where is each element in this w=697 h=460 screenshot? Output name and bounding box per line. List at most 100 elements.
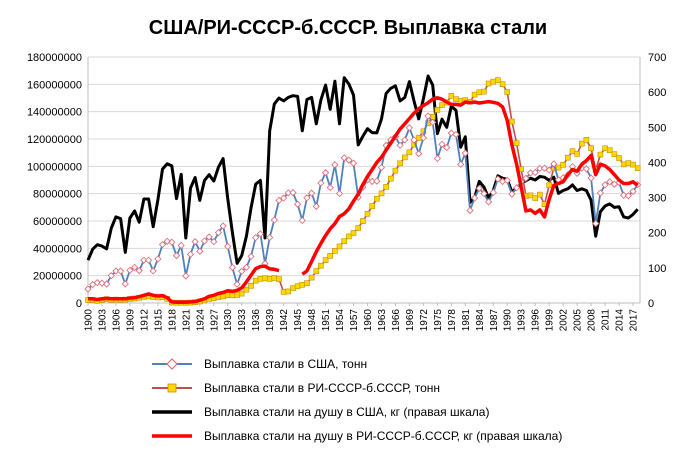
point-ussr-steel xyxy=(448,93,455,99)
x-tick-label: 1900 xyxy=(84,309,95,332)
series-line-ussr-steel xyxy=(88,79,639,304)
series-line-ussr-per-capita xyxy=(88,96,639,305)
point-ussr-steel xyxy=(262,275,268,282)
point-usa-steel xyxy=(522,174,530,182)
point-ussr-steel xyxy=(397,160,403,167)
y-tick-label-right: 300 xyxy=(648,193,666,205)
x-tick-label: 1939 xyxy=(265,309,276,332)
legend-item-ussr-steel: Выплавка стали в РИ-СССР-б.СССР, тонн xyxy=(150,376,690,400)
point-ussr-steel xyxy=(630,161,636,168)
point-ussr-steel xyxy=(597,151,604,158)
series-line-usa-steel xyxy=(87,113,639,290)
series-line-usa-per-capita xyxy=(86,74,639,265)
point-usa-steel xyxy=(480,189,488,198)
point-ussr-steel xyxy=(578,140,585,147)
x-tick-label: 1909 xyxy=(125,309,136,332)
legend: Выплавка стали в США, тонн Выплавка стал… xyxy=(150,352,690,448)
legend-item-ussr-per-capita: Выплавка стали на душу в РИ-СССР-б.СССР,… xyxy=(150,424,690,448)
y-tick-label-left: 0 xyxy=(76,298,82,310)
point-ussr-steel xyxy=(490,78,497,85)
point-usa-steel xyxy=(512,184,521,192)
point-usa-steel xyxy=(289,188,297,197)
y-tick-label-left: 40000000 xyxy=(33,243,82,255)
point-ussr-steel xyxy=(564,154,571,161)
point-usa-steel xyxy=(196,247,204,255)
point-usa-steel xyxy=(475,184,483,192)
point-usa-steel xyxy=(121,280,129,288)
point-usa-steel xyxy=(438,140,446,148)
point-usa-steel xyxy=(340,154,348,162)
legend-label-ussr-steel: Выплавка стали в РИ-СССР-б.СССР, тонн xyxy=(204,381,441,395)
legend-label-ussr-per-capita: Выплавка стали на душу в РИ-СССР-б.СССР,… xyxy=(204,429,563,443)
point-usa-steel xyxy=(321,168,330,177)
point-usa-steel xyxy=(191,238,199,246)
point-usa-steel xyxy=(331,161,339,169)
y-tick-label-left: 180000000 xyxy=(27,52,82,64)
point-usa-steel xyxy=(424,112,432,120)
point-usa-steel xyxy=(457,160,465,168)
point-usa-steel xyxy=(396,141,404,149)
point-usa-steel xyxy=(298,216,306,225)
x-tick-label: 1951 xyxy=(321,309,332,332)
point-usa-steel xyxy=(172,251,181,260)
point-ussr-steel xyxy=(471,91,478,98)
x-tick-label: 1993 xyxy=(517,309,528,332)
x-tick-label: 1903 xyxy=(97,309,108,332)
point-ussr-steel xyxy=(280,289,287,295)
point-ussr-steel xyxy=(332,248,338,254)
y-tick-label-right: 400 xyxy=(648,157,666,169)
point-usa-steel xyxy=(168,238,176,246)
point-usa-steel xyxy=(312,202,320,211)
point-ussr-steel xyxy=(299,281,306,288)
point-ussr-steel xyxy=(574,151,580,157)
point-usa-steel xyxy=(270,216,278,224)
point-usa-steel xyxy=(545,166,553,174)
point-ussr-steel xyxy=(513,140,520,146)
point-ussr-steel xyxy=(238,290,245,297)
point-ussr-steel xyxy=(369,203,376,209)
point-ussr-steel xyxy=(616,155,622,161)
y-tick-label-right: 0 xyxy=(648,298,654,310)
x-tick-label: 1990 xyxy=(503,309,514,332)
point-usa-steel xyxy=(224,242,232,251)
point-usa-steel xyxy=(624,192,632,200)
point-usa-steel xyxy=(275,196,283,204)
y-tick-label-left: 160000000 xyxy=(27,79,82,91)
x-tick-label: 1936 xyxy=(251,309,262,332)
point-usa-steel xyxy=(429,118,437,126)
point-usa-steel xyxy=(158,240,167,249)
point-usa-steel xyxy=(266,233,274,242)
x-tick-label: 1927 xyxy=(209,309,220,332)
y-tick-label-right: 600 xyxy=(648,87,666,99)
x-tick-label: 1930 xyxy=(223,309,234,332)
legend-swatch-usa-per-capita xyxy=(152,410,192,414)
point-usa-steel xyxy=(596,189,605,197)
y-tick-label-left: 80000000 xyxy=(33,189,82,201)
point-ussr-steel xyxy=(439,102,445,108)
legend-swatch-ussr-per-capita xyxy=(152,434,192,438)
point-usa-steel xyxy=(200,237,209,245)
point-usa-steel xyxy=(205,233,213,241)
point-ussr-steel xyxy=(290,285,296,291)
x-tick-label: 1933 xyxy=(237,309,248,332)
x-tick-label: 1924 xyxy=(195,309,206,332)
point-usa-steel xyxy=(377,163,386,172)
point-usa-steel xyxy=(177,241,185,250)
point-usa-steel xyxy=(503,176,511,185)
point-usa-steel xyxy=(112,267,120,275)
point-ussr-steel xyxy=(481,88,487,95)
y-tick-label-left: 20000000 xyxy=(33,271,82,283)
point-usa-steel xyxy=(401,136,409,144)
point-usa-steel xyxy=(303,194,311,202)
axes: 0 20000000 40000000 60000000 80000000 1000000… xyxy=(27,52,666,331)
x-tick-label: 1912 xyxy=(139,309,150,332)
point-ussr-steel xyxy=(355,225,362,231)
point-ussr-steel xyxy=(434,107,441,113)
point-ussr-steel xyxy=(602,145,608,152)
point-usa-steel xyxy=(345,156,353,164)
point-usa-steel xyxy=(335,189,344,198)
x-tick-label: 1972 xyxy=(419,309,430,332)
point-usa-steel xyxy=(461,149,469,157)
legend-swatch-ussr-steel xyxy=(152,383,192,393)
